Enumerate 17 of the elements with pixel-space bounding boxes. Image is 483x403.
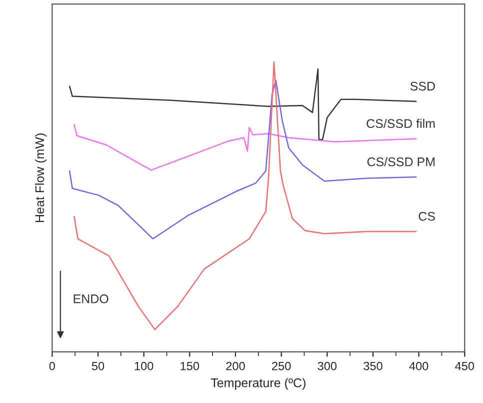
x-tick-label: 350: [364, 362, 382, 370]
series-label: CS: [418, 212, 435, 221]
series-label: CS/SSD film: [366, 118, 435, 128]
x-tick-label: 100: [134, 362, 154, 370]
x-axis-title: Temperature (ºC): [210, 378, 306, 390]
series-label: SSD: [410, 82, 435, 91]
annotation: ENDO: [74, 294, 108, 304]
x-tick-label: 0: [49, 362, 55, 370]
x-tick-label: 450: [455, 362, 474, 370]
x-tick-label: 400: [409, 362, 428, 370]
x-tick-label: 300: [318, 362, 337, 370]
series-label: CS/SSD PM: [367, 157, 434, 166]
x-tick-label: 50: [92, 362, 104, 370]
x-tick-label: 150: [180, 362, 200, 370]
x-tick-label: 200: [226, 362, 245, 370]
x-tick-label: 250: [272, 362, 291, 370]
y-axis-title: Heat Flow (mW): [34, 134, 47, 222]
